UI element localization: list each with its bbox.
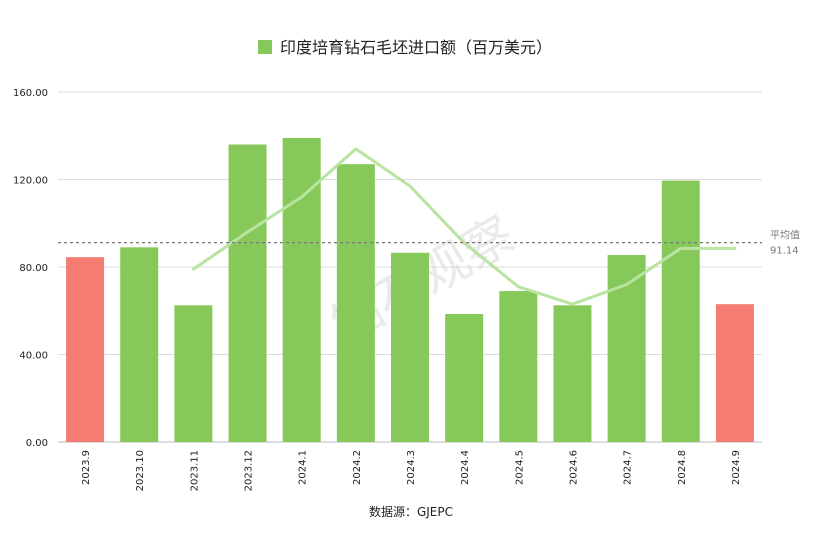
bar-2023-9 — [66, 257, 105, 442]
x-tick-label: 2024.6 — [568, 450, 579, 485]
bar-2024-2 — [336, 164, 375, 442]
bar-2023-10 — [120, 247, 159, 442]
x-tick-label: 2024.4 — [460, 450, 471, 485]
x-tick-label: 2023.11 — [189, 450, 200, 491]
bars — [66, 137, 754, 442]
bar-2024-8 — [661, 180, 700, 442]
bar-2024-1 — [282, 137, 321, 442]
y-tick-label: 120.00 — [13, 176, 48, 187]
y-tick-label: 80.00 — [19, 263, 48, 274]
x-tick-label: 2024.9 — [731, 450, 742, 485]
bar-2024-3 — [391, 252, 429, 442]
bar-2024-5 — [499, 291, 538, 442]
bar-2023-11 — [174, 305, 213, 442]
average-line-group: 平均值 91.14 — [58, 229, 800, 257]
average-value: 91.14 — [770, 246, 799, 257]
x-tick-label: 2024.8 — [677, 450, 688, 485]
x-tick-label: 2024.5 — [514, 450, 525, 485]
trend-line-group — [191, 147, 737, 306]
y-tick-label: 160.00 — [13, 88, 48, 99]
y-tick-label: 40.00 — [19, 351, 48, 362]
x-tick-label: 2024.7 — [623, 450, 634, 485]
chart-title: 印度培育钻石毛坯进口额（百万美元） — [280, 38, 552, 57]
source-note: 数据源：GJEPC — [369, 504, 453, 519]
average-label: 平均值 — [770, 229, 800, 242]
x-axis-ticks: 2023.9 2023.10 2023.11 2023.12 2024.1 2024.2 2… — [81, 450, 742, 491]
x-tick-label: 2024.3 — [406, 450, 417, 485]
legend-swatch — [258, 40, 272, 54]
bar-2024-7 — [607, 254, 646, 442]
bar-2023-12 — [228, 144, 267, 442]
x-tick-label: 2023.9 — [81, 450, 92, 485]
x-tick-label: 2024.1 — [298, 450, 309, 485]
moving-average-line — [191, 147, 737, 306]
bar-2024-6 — [553, 305, 592, 442]
bar-2024-9 — [715, 304, 754, 442]
x-tick-label: 2023.10 — [135, 450, 146, 491]
x-tick-label: 2024.2 — [352, 450, 363, 485]
bar-2024-4 — [445, 314, 484, 442]
legend: 印度培育钻石毛坯进口额（百万美元） — [258, 38, 552, 57]
y-axis-ticks: 0.00 40.00 80.00 120.00 160.00 — [13, 88, 48, 449]
y-tick-label: 0.00 — [26, 438, 48, 449]
x-tick-label: 2023.12 — [244, 450, 255, 491]
